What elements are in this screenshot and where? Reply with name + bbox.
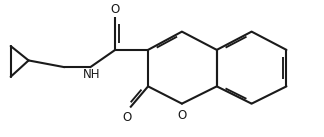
Text: NH: NH [83,68,101,82]
Text: O: O [122,111,132,124]
Text: O: O [110,3,120,16]
Text: O: O [177,109,187,122]
